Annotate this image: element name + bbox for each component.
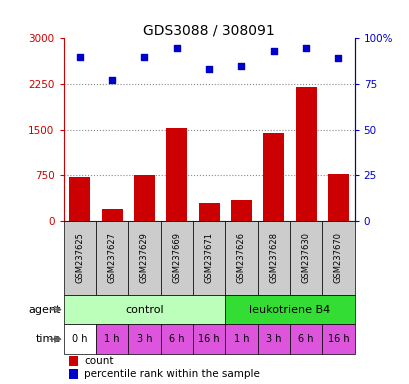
Text: GSM237629: GSM237629 — [139, 232, 148, 283]
Bar — [225, 324, 257, 354]
Bar — [63, 295, 225, 324]
Bar — [225, 295, 354, 324]
Point — [108, 77, 115, 83]
Text: agent: agent — [28, 305, 61, 314]
Text: GSM237669: GSM237669 — [172, 232, 181, 283]
Bar — [257, 324, 289, 354]
Bar — [321, 221, 354, 295]
Bar — [289, 324, 321, 354]
Point — [205, 66, 212, 73]
Title: GDS3088 / 308091: GDS3088 / 308091 — [143, 23, 274, 37]
Bar — [96, 221, 128, 295]
Point — [270, 48, 276, 54]
Text: leukotriene B4: leukotriene B4 — [249, 305, 330, 314]
Text: GSM237630: GSM237630 — [301, 232, 310, 283]
Bar — [193, 221, 225, 295]
Bar — [134, 175, 155, 221]
Bar — [230, 200, 252, 221]
Text: count: count — [84, 356, 113, 366]
Bar — [63, 221, 96, 295]
Bar — [128, 324, 160, 354]
Point — [238, 63, 244, 69]
Bar — [263, 132, 283, 221]
Bar — [198, 203, 219, 221]
Point — [141, 53, 147, 60]
Bar — [160, 324, 193, 354]
Text: time: time — [35, 334, 61, 344]
Text: 3 h: 3 h — [265, 334, 281, 344]
Point — [302, 45, 309, 51]
Point — [335, 55, 341, 61]
Bar — [295, 87, 316, 221]
Bar — [225, 221, 257, 295]
Bar — [63, 324, 96, 354]
Text: control: control — [125, 305, 163, 314]
Bar — [96, 324, 128, 354]
Bar — [321, 324, 354, 354]
Bar — [69, 177, 90, 221]
Text: 6 h: 6 h — [298, 334, 313, 344]
Text: GSM237671: GSM237671 — [204, 232, 213, 283]
Bar — [327, 174, 348, 221]
Text: 16 h: 16 h — [198, 334, 219, 344]
Bar — [160, 221, 193, 295]
Bar — [257, 221, 289, 295]
Bar — [69, 369, 78, 379]
Text: percentile rank within the sample: percentile rank within the sample — [84, 369, 259, 379]
Bar — [166, 128, 187, 221]
Text: 1 h: 1 h — [104, 334, 119, 344]
Bar — [101, 209, 122, 221]
Text: 3 h: 3 h — [136, 334, 152, 344]
Bar — [128, 221, 160, 295]
Text: GSM237670: GSM237670 — [333, 232, 342, 283]
Point — [76, 53, 83, 60]
Text: GSM237626: GSM237626 — [236, 232, 245, 283]
Bar — [193, 324, 225, 354]
Text: 0 h: 0 h — [72, 334, 87, 344]
Text: 1 h: 1 h — [233, 334, 249, 344]
Text: 6 h: 6 h — [169, 334, 184, 344]
Text: GSM237625: GSM237625 — [75, 232, 84, 283]
Text: GSM237627: GSM237627 — [107, 232, 116, 283]
Text: 16 h: 16 h — [327, 334, 348, 344]
Bar — [289, 221, 321, 295]
Bar — [69, 356, 78, 366]
Point — [173, 45, 180, 51]
Text: GSM237628: GSM237628 — [269, 232, 278, 283]
